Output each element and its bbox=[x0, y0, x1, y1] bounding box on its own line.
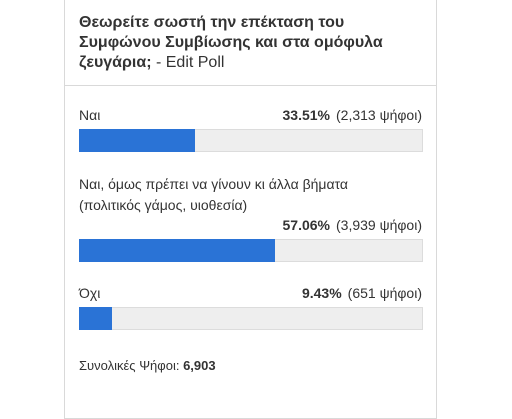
answer-percent: 57.06% bbox=[282, 217, 330, 233]
answer-label-line-1: Ναι, όμως πρέπει να γίνουν κι άλλα βήματ… bbox=[79, 176, 348, 192]
total-votes: Συνολικές Ψήφοι: 6,903 bbox=[79, 356, 422, 376]
answer-stats: 33.51% (2,313 ψήφοι) bbox=[283, 105, 422, 125]
answer-votes: (651 ψήφοι) bbox=[347, 285, 422, 301]
answer-stats: 9.43% (651 ψήφοι) bbox=[302, 283, 422, 303]
total-votes-value: 6,903 bbox=[183, 358, 216, 373]
answer-votes: (3,939 ψήφοι) bbox=[336, 217, 422, 233]
answer-label: Ναι bbox=[79, 107, 101, 123]
answer-percent: 9.43% bbox=[301, 285, 342, 301]
result-bar-track bbox=[79, 239, 423, 262]
result-bar-fill bbox=[79, 239, 276, 262]
poll-answer-yes: Ναι 33.51% (2,313 ψήφοι) bbox=[79, 105, 423, 152]
poll-answer-no: Όχι 9.43% (651 ψήφοι) bbox=[79, 283, 423, 330]
result-bar-fill bbox=[79, 129, 195, 152]
result-bar-track bbox=[79, 307, 423, 330]
answer-votes: (2,313 ψήφοι) bbox=[336, 107, 422, 123]
edit-poll-link[interactable]: - Edit Poll bbox=[155, 54, 225, 71]
answer-percent: 33.51% bbox=[282, 107, 330, 123]
poll-answer-yes-more-steps: Ναι, όμως πρέπει να γίνουν κι άλλα βήματ… bbox=[79, 173, 423, 262]
result-bar-fill bbox=[79, 307, 113, 330]
answer-label-line-2: (πολιτικός γάμος, υιοθεσία) bbox=[79, 197, 248, 213]
poll-header: Θεωρείτε σωστή την επέκταση του Συμφώνου… bbox=[65, 0, 436, 86]
poll-results: Ναι 33.51% (2,313 ψήφοι) Ναι, όμως πρέπει… bbox=[65, 105, 436, 376]
poll-question: Θεωρείτε σωστή την επέκταση του Συμφώνου… bbox=[79, 14, 383, 71]
result-bar-track bbox=[79, 129, 423, 152]
poll-widget: Θεωρείτε σωστή την επέκταση του Συμφώνου… bbox=[64, 0, 437, 419]
answer-stats: 57.06% (3,939 ψήφοι) bbox=[283, 215, 422, 235]
answer-label: Όχι bbox=[79, 285, 101, 301]
total-votes-label: Συνολικές Ψήφοι: bbox=[79, 358, 180, 373]
